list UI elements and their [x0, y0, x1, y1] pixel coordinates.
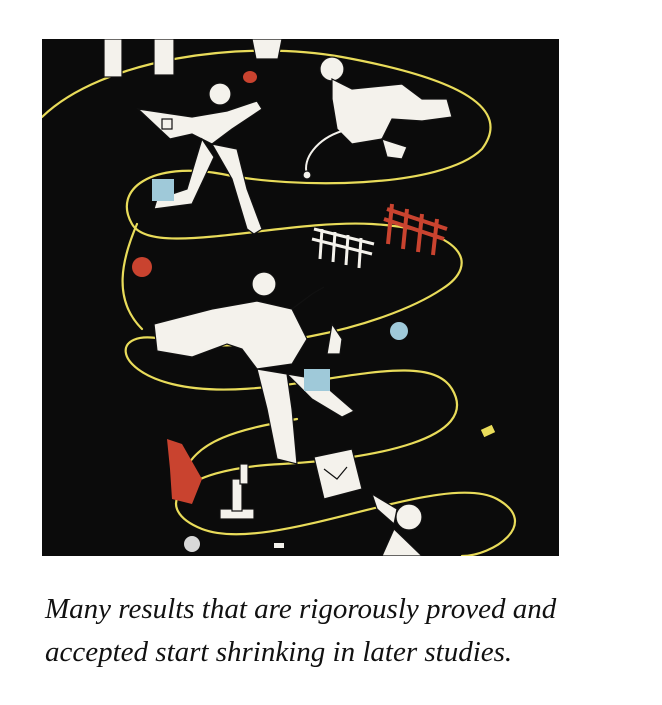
red-bottle	[167, 439, 202, 504]
red-dot	[132, 257, 152, 277]
test-tube-rack-white	[311, 227, 375, 269]
caption-line-1: Many results that are rigorously proved …	[45, 593, 557, 625]
test-tube-rack-red	[383, 203, 448, 256]
falling-scientist	[370, 492, 423, 556]
top-figures	[103, 39, 283, 83]
grey-disc	[184, 536, 200, 552]
doctor-stethoscope	[302, 56, 453, 180]
yellow-chip	[480, 424, 496, 438]
red-ball	[243, 71, 257, 83]
scientists-illustration	[42, 39, 516, 556]
caption-line-2: accepted start shrinking in later studie…	[45, 636, 513, 668]
scientist-center	[153, 271, 356, 465]
blue-dot	[390, 322, 408, 340]
microscope	[219, 463, 255, 520]
white-chip	[274, 543, 284, 548]
illustration	[42, 39, 559, 556]
yellow-thread	[42, 49, 516, 556]
scientist-running	[136, 82, 263, 235]
papers	[313, 448, 363, 500]
caption: Many results that are rigorously proved …	[45, 588, 645, 674]
